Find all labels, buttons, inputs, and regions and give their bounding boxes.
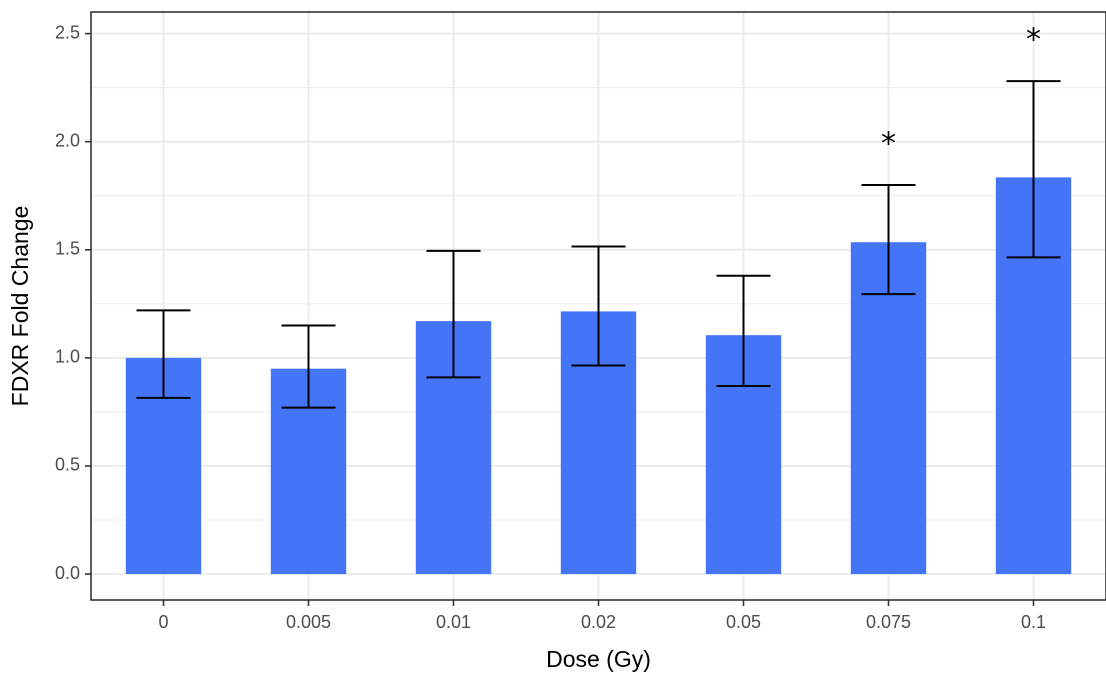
bar <box>850 242 927 575</box>
x-tick-label: 0.005 <box>286 612 331 632</box>
x-tick-label: 0.1 <box>1021 612 1046 632</box>
bars <box>125 177 1072 575</box>
x-tick-label: 0.075 <box>866 612 911 632</box>
y-tick-label: 1.5 <box>55 239 80 259</box>
y-tick-label: 1.0 <box>55 347 80 367</box>
y-axis-ticks: 0.0 0.5 1.0 1.5 2.0 2.5 <box>55 22 91 583</box>
y-tick-label: 0.0 <box>55 563 80 583</box>
x-axis-ticks: 0 0.005 0.01 0.02 0.05 0.075 0.1 <box>158 600 1046 632</box>
x-tick-label: 0 <box>158 612 168 632</box>
x-axis-title: Dose (Gy) <box>546 646 651 672</box>
significance-asterisk: * <box>881 126 896 161</box>
significance-markers: ** <box>881 23 1041 162</box>
error-bars <box>136 80 1061 409</box>
y-tick-label: 0.5 <box>55 455 80 475</box>
x-tick-label: 0.01 <box>436 612 471 632</box>
significance-asterisk: * <box>1026 23 1041 58</box>
x-tick-label: 0.02 <box>581 612 616 632</box>
y-tick-label: 2.5 <box>55 22 80 42</box>
y-axis-title: FDXR Fold Change <box>7 206 33 407</box>
y-tick-label: 2.0 <box>55 130 80 150</box>
x-tick-label: 0.05 <box>726 612 761 632</box>
